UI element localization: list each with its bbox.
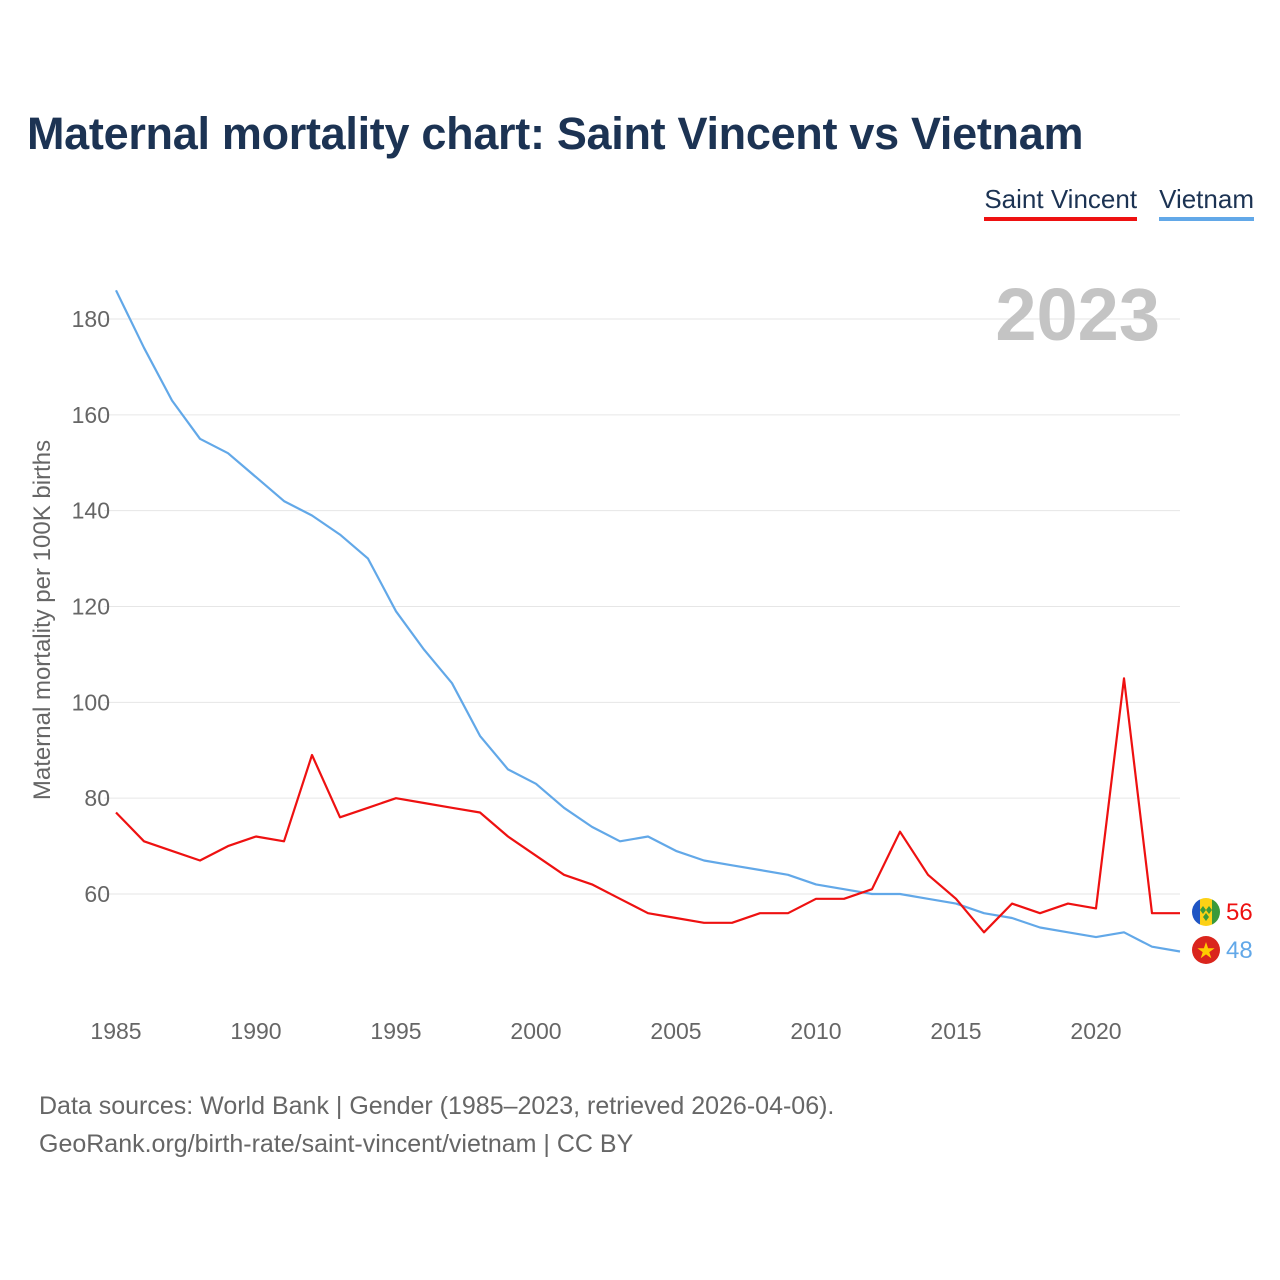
y-tick-label: 180: [72, 306, 110, 332]
legend: Saint Vincent Vietnam: [984, 184, 1254, 221]
x-tick-label: 1995: [370, 1018, 421, 1044]
x-tick-label: 1985: [90, 1018, 141, 1044]
series-lines: [115, 289, 1181, 953]
series-line-saint-vincent: [115, 677, 1180, 934]
legend-item-vietnam[interactable]: Vietnam: [1159, 184, 1254, 221]
y-tick-label: 60: [84, 881, 110, 907]
x-axis-ticks: 1985 1990 1995 2000 2005 2010 2015 2020: [90, 1018, 1121, 1044]
current-year-label: 2023: [995, 273, 1160, 356]
saint-vincent-end-value: 56: [1226, 899, 1253, 926]
source-note: Data sources: World Bank | Gender (1985–…: [39, 1087, 834, 1163]
grid-lines: [104, 318, 1180, 895]
x-tick-label: 2005: [650, 1018, 701, 1044]
x-tick-label: 2010: [790, 1018, 841, 1044]
source-line-data: Data sources: World Bank | Gender (1985–…: [39, 1092, 835, 1120]
series-line-vietnam: [115, 289, 1181, 953]
chart-title: Maternal mortality chart: Saint Vincent …: [27, 108, 1084, 159]
y-axis-title: Maternal mortality per 100K births: [29, 440, 56, 800]
vietnam-end-value: 48: [1226, 937, 1253, 964]
legend-item-saint-vincent[interactable]: Saint Vincent: [984, 184, 1138, 221]
y-tick-label: 160: [72, 402, 110, 428]
y-tick-label: 100: [72, 689, 110, 715]
y-tick-label: 140: [72, 498, 110, 524]
source-line-url: GeoRank.org/birth-rate/saint-vincent/vie…: [39, 1130, 634, 1158]
x-tick-label: 2020: [1070, 1018, 1121, 1044]
x-tick-label: 2000: [510, 1018, 561, 1044]
x-tick-label: 2015: [930, 1018, 981, 1044]
saint-vincent-flag-icon: [1192, 898, 1220, 926]
x-tick-label: 1990: [230, 1018, 281, 1044]
vietnam-flag-icon: [1192, 936, 1220, 964]
y-tick-label: 80: [84, 785, 110, 811]
y-axis-ticks: 60 80 100 120 140 160 180: [72, 306, 110, 907]
y-tick-label: 120: [72, 594, 110, 620]
